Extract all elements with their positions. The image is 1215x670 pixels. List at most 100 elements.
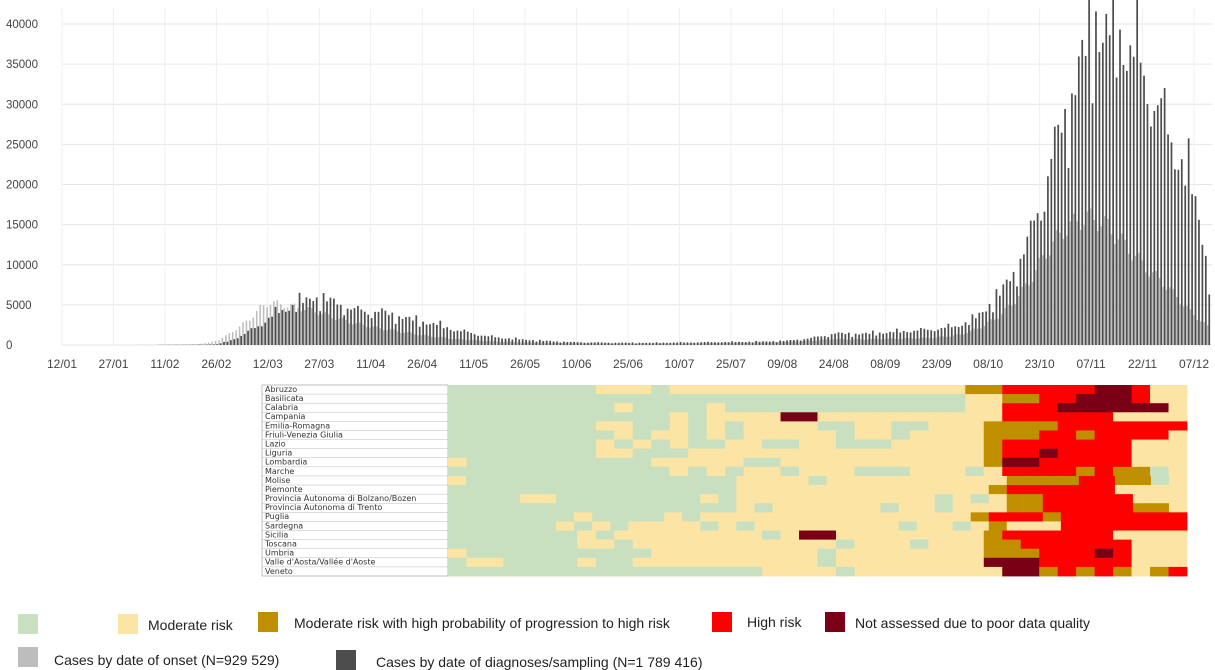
heatmap-cell (1002, 440, 1021, 449)
heatmap-cell (984, 549, 1003, 558)
diagnosis-bar (319, 311, 321, 345)
heatmap-cell (881, 476, 899, 485)
heatmap-cell (448, 421, 467, 430)
onset-bar (747, 343, 749, 345)
diagnosis-bar (1198, 220, 1200, 345)
onset-bar (1121, 233, 1123, 345)
heatmap-cell (577, 467, 596, 476)
onset-bar (1128, 254, 1130, 345)
heatmap-cell (899, 503, 917, 512)
diagnosis-bar (1164, 88, 1166, 345)
diagnosis-bar (803, 339, 805, 345)
diagnosis-bar (539, 340, 541, 345)
heatmap-cell (899, 485, 917, 494)
onset-bar (180, 344, 182, 345)
heatmap-cell (971, 485, 989, 494)
heatmap-cell (448, 440, 467, 449)
heatmap-cell (646, 521, 664, 530)
heatmap-cell (448, 540, 467, 549)
heatmap-cell (762, 549, 781, 558)
onset-bar (795, 342, 797, 345)
onset-bar (280, 304, 282, 345)
heatmap-cell (628, 485, 646, 494)
heatmap-cell (1076, 467, 1095, 476)
heatmap-cell (1076, 430, 1095, 439)
heatmap-cell (707, 449, 726, 458)
heatmap-cell (965, 549, 984, 558)
heatmap-cell (670, 385, 689, 394)
onset-bar (805, 341, 807, 345)
onset-bar (579, 343, 581, 345)
heatmap-cell (799, 385, 818, 394)
onset-bar (328, 314, 330, 345)
heatmap-cell (502, 521, 520, 530)
heatmap-cell (628, 476, 646, 485)
diagnosis-bar (680, 342, 682, 345)
diagnosis-bar (522, 339, 524, 345)
diagnosis-bar (508, 338, 510, 345)
onset-bar (771, 342, 773, 345)
heatmap-cell (725, 430, 744, 439)
heatmap-cell (614, 558, 633, 567)
y-tick-label: 20000 (6, 180, 38, 192)
heatmap-cell (762, 531, 781, 540)
onset-bar (191, 344, 193, 345)
heatmap-cell (1043, 485, 1061, 494)
heatmap-cell (725, 385, 744, 394)
onset-bar (297, 308, 299, 345)
heatmap-cell (1151, 521, 1169, 530)
heatmap-cell (556, 485, 574, 494)
heatmap-cell (1115, 494, 1133, 503)
heatmap-cell (540, 558, 559, 567)
onset-bar (174, 344, 176, 345)
heatmap-cell (873, 412, 892, 421)
diagnosis-bar (1071, 93, 1073, 345)
diagnosis-bar (463, 329, 465, 345)
heatmap-cell (1039, 531, 1058, 540)
heatmap-cell (520, 476, 538, 485)
heatmap-cell (596, 531, 615, 540)
heatmap-cell (1076, 549, 1095, 558)
x-tick-label: 07/11 (1077, 357, 1106, 371)
heatmap-cell (984, 531, 1003, 540)
diagnosis-bar (563, 342, 565, 345)
heatmap-cell (538, 503, 556, 512)
heatmap-cell (1002, 458, 1021, 467)
diagnosis-bar (501, 338, 503, 345)
onset-bar (860, 339, 862, 345)
diagnosis-bar (1081, 40, 1083, 345)
heatmap-cell (707, 531, 726, 540)
heatmap-cell (520, 485, 538, 494)
heatmap-cell (707, 385, 726, 394)
heatmap-cell (947, 531, 966, 540)
diagnosis-bar (529, 340, 531, 345)
diagnosis-bar (494, 337, 496, 345)
onset-bar (356, 323, 358, 345)
heatmap-cell (466, 503, 484, 512)
heatmap-cell (1002, 558, 1021, 567)
diagnosis-bar (412, 321, 414, 345)
onset-bar (973, 329, 975, 345)
onset-bar (1100, 226, 1102, 345)
heatmap-cell (503, 567, 522, 576)
heatmap-cell (928, 467, 947, 476)
heatmap-cell (1061, 512, 1079, 521)
heatmap-cell (1097, 521, 1115, 530)
heatmap-cell (984, 467, 1003, 476)
diagnosis-bar (594, 342, 596, 345)
heatmap-cell (1113, 458, 1132, 467)
onset-bar (1166, 290, 1168, 345)
heatmap-cell (827, 476, 845, 485)
heatmap-cell (818, 385, 837, 394)
heatmap-cell (448, 521, 466, 530)
heatmap-cell (1113, 540, 1132, 549)
heatmap-cell (651, 540, 670, 549)
heatmap-cell (596, 549, 615, 558)
onset-bar (1152, 272, 1154, 345)
heatmap-cell (799, 403, 818, 412)
onset-bar (709, 343, 711, 345)
heatmap-cell (781, 567, 800, 576)
onset-bar (204, 343, 206, 345)
onset-bar (301, 311, 303, 345)
heatmap-cell (1058, 449, 1077, 458)
